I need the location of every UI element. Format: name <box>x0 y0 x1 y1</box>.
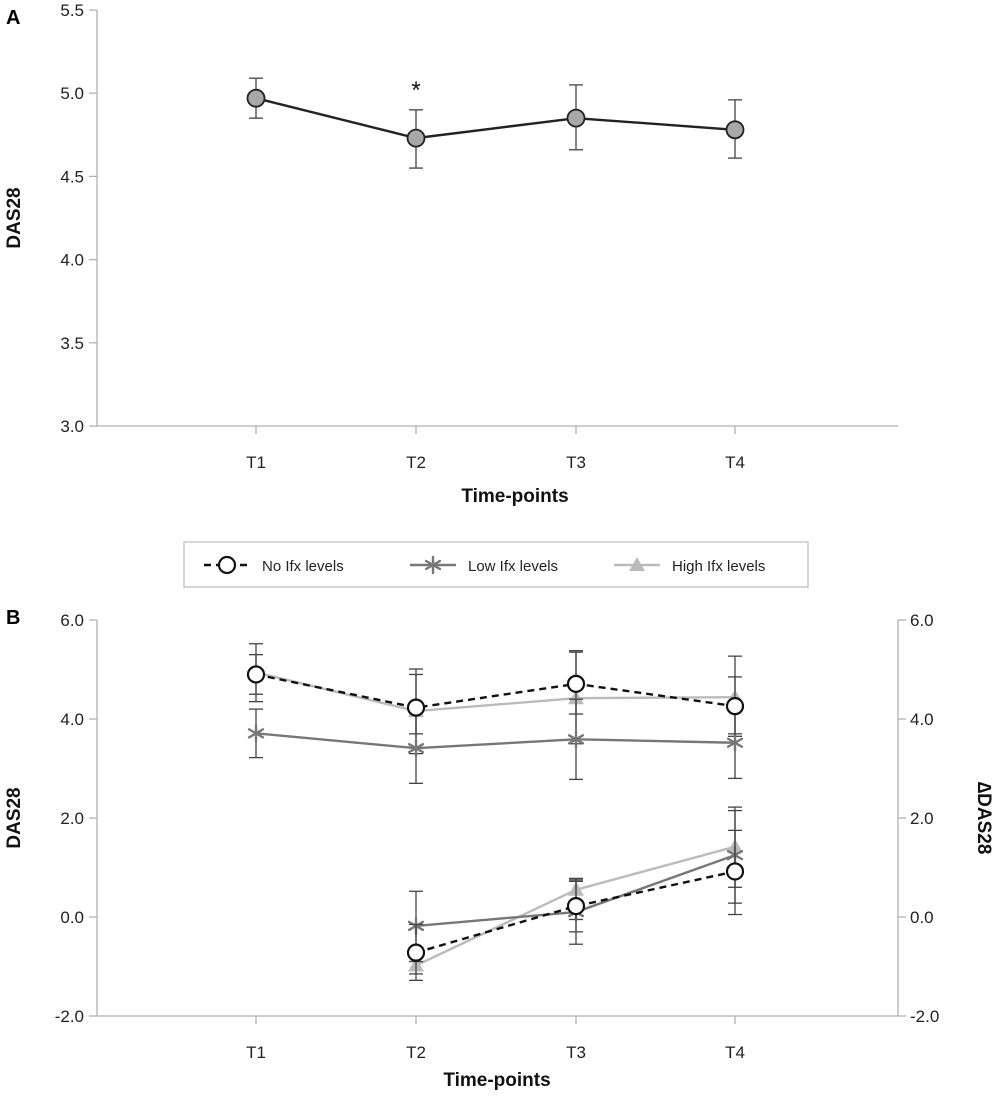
panel-a: A DAS28 Time-points 3.0 3.5 4.0 4.5 5.0 5.5 T1… <box>4 1 898 507</box>
panel-b-data-point <box>406 943 426 962</box>
panel-b-data-point <box>725 862 745 881</box>
panel-b-series-line <box>255 673 736 709</box>
panel-a-series-line <box>255 97 736 140</box>
panel-b-right-y-tick-label: 4.0 <box>910 710 934 729</box>
panel-b-series-no-ifx-levels-das28 <box>246 651 745 735</box>
panel-b-series-line <box>255 732 736 750</box>
panel-b-data-point <box>567 730 585 749</box>
panel-b-right-y-tick-label: 6.0 <box>910 611 934 630</box>
significance-asterisk: * <box>411 77 420 104</box>
panel-b-right-y-tick-label: 0.0 <box>910 908 934 927</box>
panel-a-y-tick-label: 4.5 <box>60 167 84 186</box>
legend-swatch-marker <box>217 555 237 575</box>
panel-b-plot-area <box>246 643 745 982</box>
panel-b-x-tick-label: T2 <box>406 1043 426 1062</box>
panel-b-series-line <box>255 671 736 713</box>
panel-b-data-point <box>406 698 426 717</box>
panel-b-series-no-ifx-levels-das28 <box>406 829 745 982</box>
panel-a-y-tick-label: 5.5 <box>60 1 84 20</box>
legend-item-no-ifx-levels: No Ifx levels <box>204 555 344 575</box>
panel-a-x-axis-label: Time-points <box>461 486 568 507</box>
legend-label: Low Ifx levels <box>468 558 558 575</box>
panel-b-x-tick-label: T4 <box>725 1043 745 1062</box>
panel-b-right-y-axis-label: ∆DAS28 <box>973 782 994 855</box>
panel-b-data-point <box>725 697 745 716</box>
panel-b-axes: -2.0 -2.0 0.0 0.0 2.0 2.0 4.0 4.0 6.0 6.0 T1 T2 T3 T4 <box>55 611 940 1062</box>
legend-item-high-ifx-levels: High Ifx levels <box>614 557 765 575</box>
legend-box <box>183 541 809 588</box>
legend-swatch-marker <box>424 555 442 575</box>
panel-b-y-tick-label: 6.0 <box>60 611 84 630</box>
panel-b-data-point-stroke <box>407 743 425 754</box>
panel-a-axes: 3.0 3.5 4.0 4.5 5.0 5.5 T1 T2 T3 T4 <box>60 1 898 472</box>
panel-a-series-das28 <box>246 77 745 169</box>
panel-a-y-axis-label: DAS28 <box>4 187 25 248</box>
panel-a-data-point <box>406 128 426 148</box>
panel-b-y-tick-label: -2.0 <box>55 1007 84 1026</box>
panel-a-data-point <box>566 108 586 128</box>
panel-b-data-point <box>566 897 586 916</box>
panel-b-data-point <box>726 733 744 752</box>
panel-b-data-point <box>247 724 265 743</box>
panel-b-right-y-tick-label: 2.0 <box>910 809 934 828</box>
panel-a-x-tick-label: T1 <box>246 453 266 472</box>
panel-b-data-point-stroke <box>247 728 265 739</box>
panel-a-data-point <box>725 120 745 140</box>
panel-a-plot-area: * <box>246 77 745 169</box>
panel-b-data-point <box>407 739 425 758</box>
legend-label: High Ifx levels <box>672 558 765 575</box>
panel-b-data-point <box>566 674 586 693</box>
panel-b-x-tick-label: T1 <box>246 1043 266 1062</box>
panel-b-y-tick-label: 2.0 <box>60 809 84 828</box>
panel-a-y-tick-label: 4.0 <box>60 251 84 270</box>
panel-a-x-tick-label: T2 <box>406 453 426 472</box>
legend: No Ifx levels Low Ifx levels High Ifx leve… <box>183 541 809 588</box>
panel-b-series-low-ifx-levels-das28 <box>247 698 744 784</box>
panel-b-x-tick-label: T3 <box>566 1043 586 1062</box>
panel-b-y-tick-label: 4.0 <box>60 710 84 729</box>
panel-a-label: A <box>6 7 20 29</box>
panel-a-x-tick-label: T4 <box>725 453 745 472</box>
panel-a-y-tick-label: 3.0 <box>60 417 84 436</box>
panel-b-data-point-stroke <box>567 734 585 745</box>
panel-b-label: B <box>6 607 20 629</box>
panel-a-x-tick-label: T3 <box>566 453 586 472</box>
panel-a-data-point <box>246 88 266 108</box>
panel-b-y-axis-label: DAS28 <box>4 787 25 848</box>
legend-swatch-marker <box>629 557 645 571</box>
legend-item-low-ifx-levels: Low Ifx levels <box>410 555 558 575</box>
panel-b-data-point <box>246 665 266 684</box>
panel-b: B DAS28 ∆DAS28 Time-points -2.0 -2.0 0.0 0.… <box>4 607 994 1091</box>
panel-b-x-axis-label: Time-points <box>443 1070 550 1091</box>
panel-b-right-y-tick-label: -2.0 <box>910 1007 939 1026</box>
panel-b-y-tick-label: 0.0 <box>60 908 84 927</box>
panel-b-series-high-ifx-levels-das28 <box>248 643 743 755</box>
panel-b-data-point-stroke <box>726 737 744 748</box>
legend-label: No Ifx levels <box>262 558 344 575</box>
legend-swatch-marker-stroke <box>424 559 442 571</box>
panel-a-y-tick-label: 5.0 <box>60 84 84 103</box>
panel-a-y-tick-label: 3.5 <box>60 334 84 353</box>
